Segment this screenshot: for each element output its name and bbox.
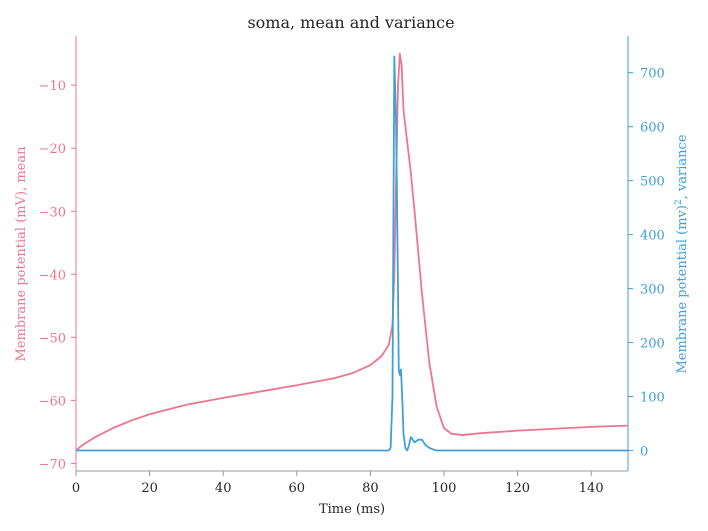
x-axis-label: Time (ms) xyxy=(319,502,385,517)
right-y-tick-label: 100 xyxy=(640,391,665,406)
chart-title: soma, mean and variance xyxy=(247,13,454,32)
x-tick-label: 100 xyxy=(432,481,457,496)
left-y-tick-label: −20 xyxy=(39,142,66,157)
right-y-axis: 700 600 500 400 300 200 100 0 xyxy=(627,36,665,471)
right-y-tick-label: 200 xyxy=(640,337,665,352)
x-tick-label: 40 xyxy=(215,481,232,496)
right-y-tick-label: 600 xyxy=(640,121,665,136)
x-tick-label: 0 xyxy=(72,481,80,496)
left-y-axis: −10 −20 −30 −40 −50 −60 −70 xyxy=(39,36,77,472)
left-y-tick-label: −40 xyxy=(39,268,66,283)
left-y-tick-label: −50 xyxy=(39,331,66,346)
right-y-axis-label: Membrane potential (mv)2, variance xyxy=(674,134,690,373)
left-y-tick-label: −60 xyxy=(39,394,66,409)
right-y-axis-label-prefix: Membrane potential (mv) xyxy=(675,205,690,374)
right-y-tick-label: 300 xyxy=(640,283,665,298)
right-y-axis-label-superscript: 2 xyxy=(674,199,684,205)
left-y-tick-label: −30 xyxy=(39,205,66,220)
x-axis: 0 20 40 60 80 100 120 140 xyxy=(72,470,628,496)
series-layer xyxy=(75,52,629,452)
right-y-axis-label-suffix: , variance xyxy=(675,134,690,199)
left-y-tick-label: −70 xyxy=(39,457,66,472)
x-tick-label: 140 xyxy=(579,481,604,496)
right-y-tick-label: 500 xyxy=(640,175,665,190)
x-tick-label: 80 xyxy=(362,481,379,496)
variance-series-line xyxy=(76,55,628,452)
right-y-tick-label: 700 xyxy=(640,67,665,82)
right-y-tick-label: 400 xyxy=(640,229,665,244)
left-y-axis-label: Membrane potential (mV), mean xyxy=(14,146,29,362)
x-tick-label: 120 xyxy=(505,481,530,496)
left-y-tick-label: −10 xyxy=(39,79,66,94)
x-tick-label: 60 xyxy=(289,481,306,496)
mean-series-line xyxy=(75,52,629,451)
right-y-tick-label: 0 xyxy=(640,444,648,459)
x-tick-label: 20 xyxy=(141,481,158,496)
